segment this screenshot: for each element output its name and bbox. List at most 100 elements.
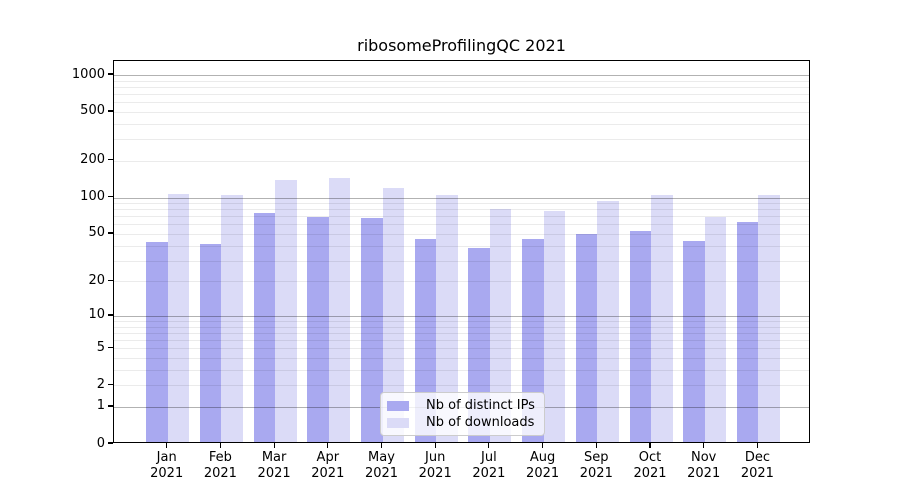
bar-downloads-dec [758,194,780,442]
bar-downloads-nov [704,216,727,442]
ytick-mark-1 [107,405,113,407]
gridline-50 [114,233,809,235]
bar-downloads-feb [221,194,243,442]
ytick-label-5: 5 [96,339,105,355]
gridline-90 [114,203,809,205]
legend-swatch-distinct-ips [387,400,409,411]
xtick-mark-feb [219,443,221,448]
xtick-mark-jul [488,443,490,448]
gridline-30 [114,260,809,262]
legend-item-downloads: Nb of downloads [387,414,536,431]
bar-distinct-ips-jun [414,238,437,442]
xtick-label-apr: Apr 2021 [311,450,345,481]
bar-distinct-ips-nov [683,241,705,442]
ytick-mark-2 [107,383,113,385]
ytick-label-200: 200 [80,152,105,168]
xtick-mark-jan [166,443,168,448]
gridline-600 [114,102,809,104]
xtick-mark-jun [434,443,436,448]
gridline-3 [114,369,809,371]
gridline-500 [114,111,809,113]
bar-downloads-jul [489,208,512,442]
xtick-label-jun: Jun 2021 [418,450,452,481]
xtick-label-feb: Feb 2021 [203,450,237,481]
ytick-mark-0 [107,442,113,444]
xtick-mark-dec [756,443,758,448]
ytick-label-1000: 1000 [71,66,105,82]
ytick-mark-10 [107,314,113,316]
ytick-mark-5 [107,346,113,348]
xtick-mark-sep [595,443,597,448]
legend-label-downloads: Nb of downloads [426,415,535,430]
ytick-mark-1000 [107,73,113,75]
ytick-label-2: 2 [96,376,105,392]
gridline-20 [114,281,809,283]
gridline-4 [114,358,809,360]
xtick-label-mar: Mar 2021 [257,450,291,481]
xtick-label-jan: Jan 2021 [150,450,184,481]
bar-downloads-apr [328,178,351,442]
legend: Nb of distinct IPs Nb of downloads [380,392,545,436]
ytick-label-100: 100 [80,189,105,204]
ytick-label-50: 50 [88,225,105,241]
xtick-label-jul: Jul 2021 [472,450,506,481]
legend-swatch-downloads [387,417,409,428]
bar-downloads-jan [167,193,190,442]
xtick-label-oct: Oct 2021 [633,450,667,481]
bar-downloads-jun [436,194,458,442]
gridline-100 [114,197,809,199]
ytick-mark-50 [107,232,113,234]
gridline-60 [114,224,809,226]
xtick-mark-may [380,443,383,448]
gridline-8 [114,326,809,328]
gridline-400 [114,123,809,125]
ytick-mark-100 [107,195,113,198]
gridline-80 [114,209,809,211]
gridline-200 [114,160,809,162]
bar-distinct-ips-dec [736,221,759,442]
ytick-mark-200 [107,159,113,161]
gridline-9 [114,321,809,323]
bar-distinct-ips-feb [199,243,222,442]
xtick-mark-oct [649,443,651,448]
gridline-800 [114,86,809,88]
legend-item-distinct-ips: Nb of distinct IPs [387,397,536,414]
xtick-label-dec: Dec 2021 [740,450,774,481]
xtick-mark-mar [273,443,275,448]
gridline-2 [114,385,809,387]
gridline-70 [114,216,809,218]
legend-label-distinct-ips: Nb of distinct IPs [426,398,535,413]
ytick-label-1: 1 [96,398,105,414]
ytick-mark-20 [107,279,113,281]
xtick-label-nov: Nov 2021 [687,450,721,481]
xtick-mark-nov [703,443,705,448]
gridline-40 [114,245,809,247]
gridline-6 [114,340,809,342]
bar-distinct-ips-may [361,218,383,442]
gridline-5 [114,348,809,350]
xtick-mark-aug [542,443,544,448]
bar-downloads-may [382,188,404,442]
ytick-mark-500 [107,110,113,112]
gridline-1000 [114,75,809,76]
xtick-label-aug: Aug 2021 [526,450,560,481]
ytick-label-0: 0 [96,435,105,451]
ytick-label-500: 500 [80,103,105,119]
xtick-mark-apr [327,443,329,448]
bar-distinct-ips-oct [629,230,651,442]
gridline-900 [114,80,809,82]
gridline-300 [114,139,809,141]
bar-distinct-ips-jan [146,242,168,442]
bar-distinct-ips-sep [575,234,598,442]
bar-downloads-aug [543,210,566,442]
gridline-700 [114,94,809,96]
plot-area [113,60,810,443]
bar-distinct-ips-mar [253,212,276,442]
bar-downloads-mar [275,180,297,442]
xtick-label-sep: Sep 2021 [579,450,613,481]
ytick-label-10: 10 [88,307,105,323]
gridline-10 [114,315,809,317]
xtick-label-may: May 2021 [364,450,399,481]
bar-downloads-oct [651,194,673,442]
